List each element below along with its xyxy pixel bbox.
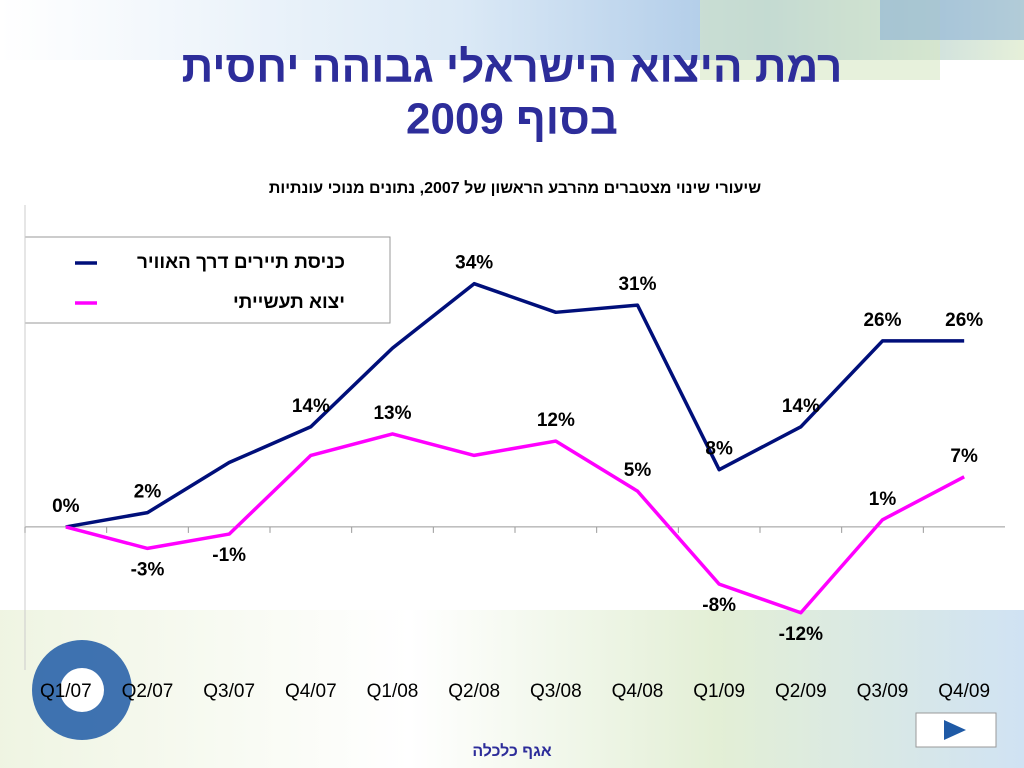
data-label: 34% bbox=[455, 253, 493, 274]
x-tick-label: Q1/07 bbox=[40, 681, 92, 702]
data-label: -12% bbox=[779, 624, 823, 645]
data-label: 7% bbox=[950, 446, 978, 467]
data-label: 0% bbox=[52, 496, 80, 517]
x-tick-label: Q4/09 bbox=[938, 681, 990, 702]
x-tick-label: Q4/08 bbox=[612, 681, 664, 702]
data-label: 31% bbox=[618, 274, 656, 295]
legend-label: כניסת תיירים דרך האוויר bbox=[137, 252, 345, 273]
legend-box bbox=[24, 236, 391, 324]
legend-label: יצוא תעשייתי bbox=[233, 292, 345, 313]
data-label: -3% bbox=[131, 559, 165, 580]
bottom-decor bbox=[0, 610, 1024, 768]
x-tick-label: Q3/08 bbox=[530, 681, 582, 702]
data-label: -8% bbox=[702, 595, 736, 616]
x-tick-label: Q2/09 bbox=[775, 681, 827, 702]
footer: אגף כלכלה bbox=[472, 742, 551, 760]
x-tick-label: Q1/09 bbox=[693, 681, 745, 702]
chart-title: בסוף 2009 bbox=[406, 95, 618, 144]
x-tick-label: Q4/07 bbox=[285, 681, 337, 702]
data-label: 8% bbox=[705, 439, 733, 460]
data-label: 13% bbox=[373, 403, 411, 424]
data-label: 14% bbox=[782, 396, 820, 417]
x-tick-label: Q1/08 bbox=[367, 681, 419, 702]
logo bbox=[60, 668, 104, 712]
chart-title: רמת היצוא הישראלי גבוהה יחסית bbox=[182, 43, 843, 92]
x-tick-label: Q3/09 bbox=[857, 681, 909, 702]
top-decor bbox=[880, 0, 1024, 40]
data-label: 1% bbox=[869, 489, 897, 510]
series-line bbox=[65, 432, 965, 615]
subtitle: שיעורי שינוי מצטברים מהרבע הראשון של 200… bbox=[269, 179, 761, 197]
data-label: 5% bbox=[624, 460, 652, 481]
data-label: -1% bbox=[212, 545, 246, 566]
series-line bbox=[65, 281, 965, 529]
data-label: 26% bbox=[863, 310, 901, 331]
x-tick-label: Q2/07 bbox=[122, 681, 174, 702]
data-label: 14% bbox=[292, 396, 330, 417]
x-tick-label: Q2/08 bbox=[448, 681, 500, 702]
x-tick-label: Q3/07 bbox=[203, 681, 255, 702]
data-label: 2% bbox=[134, 482, 162, 503]
data-label: 26% bbox=[945, 310, 983, 331]
play-icon[interactable] bbox=[944, 720, 966, 740]
data-label: 12% bbox=[537, 410, 575, 431]
